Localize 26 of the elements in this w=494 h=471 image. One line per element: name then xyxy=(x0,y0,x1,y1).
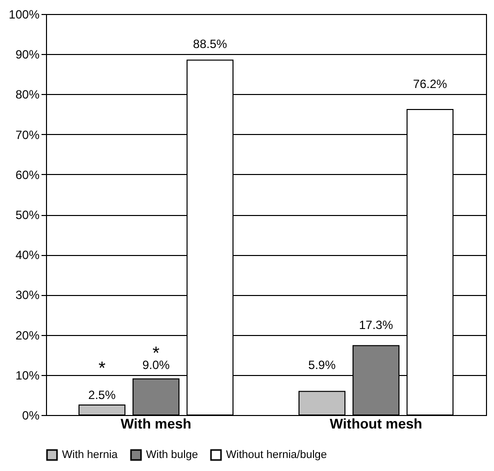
data-label: 5.9% xyxy=(308,358,336,372)
y-tick-label: 100% xyxy=(8,8,40,22)
y-tick-label: 80% xyxy=(15,88,40,102)
annotation: * xyxy=(98,358,106,378)
y-tick-label: 90% xyxy=(15,48,40,62)
y-tick-label: 70% xyxy=(15,128,40,142)
bar xyxy=(78,404,126,416)
data-label: 17.3% xyxy=(358,318,394,332)
bar xyxy=(132,378,180,416)
data-label: 76.2% xyxy=(413,77,448,92)
legend-label: With hernia xyxy=(62,449,119,461)
y-tick-label: 0% xyxy=(22,408,40,422)
y-tick-label: 10% xyxy=(15,368,40,382)
y-tick-label: 30% xyxy=(15,288,40,302)
x-tick-label: With mesh xyxy=(120,416,192,432)
y-tick-label: 40% xyxy=(15,248,40,262)
x-tick-label: Without mesh xyxy=(330,416,422,432)
legend-label: With bulge xyxy=(146,449,198,461)
data-label: 9.0% xyxy=(142,358,170,372)
y-tick-label: 60% xyxy=(15,168,40,182)
y-tick-label: 20% xyxy=(15,328,40,342)
data-label: 88.5% xyxy=(193,37,228,52)
bar xyxy=(298,390,346,416)
y-tick-label: 50% xyxy=(15,208,40,222)
data-label: 2.5% xyxy=(88,388,116,402)
legend-label: Without hernia/bulge xyxy=(226,449,327,461)
